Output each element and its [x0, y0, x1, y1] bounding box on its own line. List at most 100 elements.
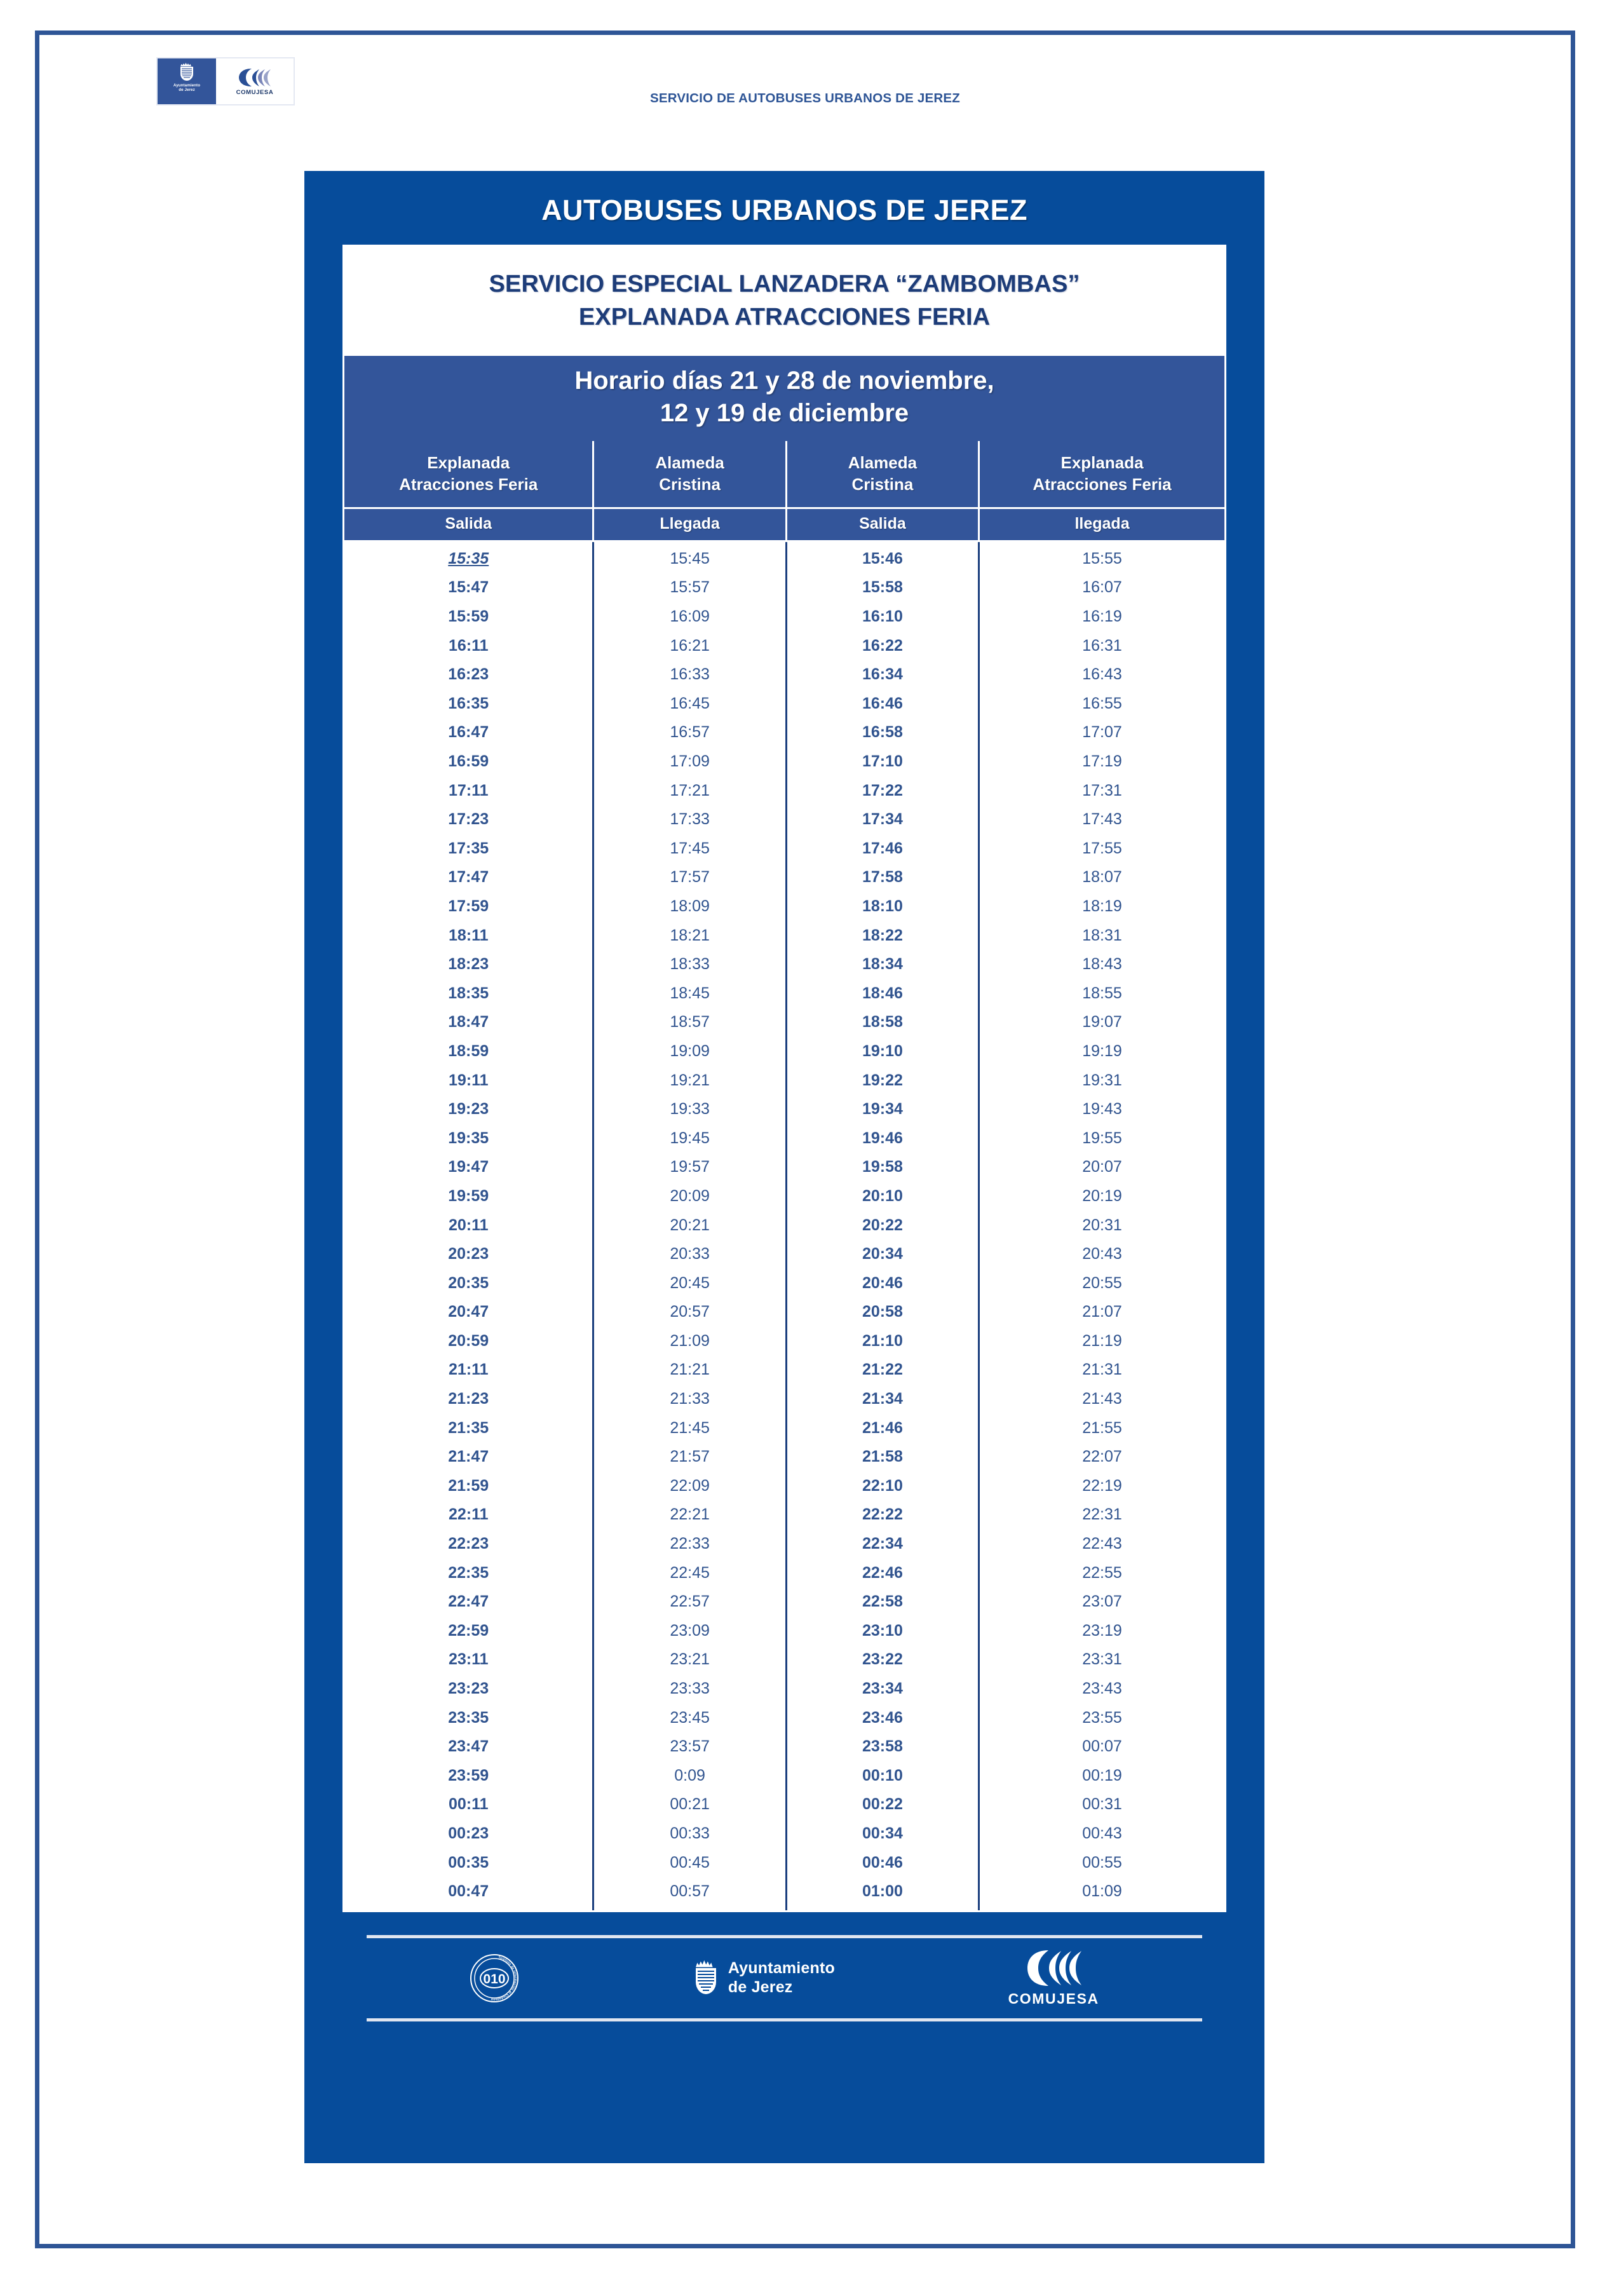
cell-arrival-explanada: 00:31 [1082, 1795, 1122, 1814]
cell-arrival-explanada: 16:55 [1082, 694, 1122, 712]
cell-arrival-alameda: 23:57 [593, 1732, 787, 1762]
cell-departure-explanada: 23:35 [344, 1703, 595, 1733]
cell-departure-explanada: 18:47 [344, 1008, 595, 1037]
cell-arrival-alameda: 21:21 [593, 1355, 787, 1385]
table-row: 22:35 22:45 22:46 22:55 [344, 1558, 1224, 1588]
cell-arrival-explanada: 23:55 [1082, 1708, 1122, 1727]
table-row: 21:11 21:21 21:22 21:31 [344, 1355, 1224, 1385]
cell-arrival-explanada: 16:31 [1082, 636, 1122, 655]
cell-arrival-alameda: 16:09 [593, 602, 787, 632]
cell-departure-alameda: 21:46 [786, 1413, 980, 1443]
timetable: Explanada Atracciones Feria Alameda Cris… [344, 441, 1224, 1910]
cell-departure-alameda: 00:22 [786, 1790, 980, 1819]
table-row: 23:23 23:33 23:34 23:43 [344, 1674, 1224, 1704]
ayuntamiento-logo-block: Ayuntamiento de Jerez [158, 58, 216, 104]
cell-arrival-explanada: 21:55 [1082, 1418, 1122, 1437]
table-row: 17:47 17:57 17:58 18:07 [344, 863, 1224, 892]
cell-arrival-alameda: 22:33 [593, 1530, 787, 1559]
ayuntamiento-logo-label: Ayuntamiento de Jerez [173, 83, 201, 93]
table-row: 23:11 23:21 23:22 23:31 [344, 1645, 1224, 1674]
table-row: 19:47 19:57 19:58 20:07 [344, 1153, 1224, 1182]
stop-header-line-1: Explanada [427, 453, 510, 473]
cell-arrival-explanada: 22:55 [1082, 1563, 1122, 1582]
cell-arrival-alameda: 20:45 [593, 1268, 787, 1298]
stop-header-line-2: Cristina [851, 475, 914, 494]
table-row: 15:59 16:09 16:10 16:19 [344, 602, 1224, 632]
cell-departure-alameda: 18:22 [786, 921, 980, 951]
table-row: 16:59 17:09 17:10 17:19 [344, 747, 1224, 777]
table-row: 16:47 16:57 16:58 17:07 [344, 718, 1224, 747]
cell-arrival-explanada: 20:55 [1082, 1274, 1122, 1292]
cell-departure-alameda: 15:46 [786, 541, 980, 574]
poster-title: AUTOBUSES URBANOS DE JEREZ [541, 194, 1027, 226]
cell-arrival-alameda: 22:57 [593, 1587, 787, 1617]
cell-departure-explanada: 20:59 [344, 1326, 595, 1356]
cell-arrival-explanada: 00:07 [1082, 1737, 1122, 1756]
stop-header-line-1: Alameda [655, 453, 724, 473]
cell-arrival-alameda: 17:21 [593, 776, 787, 806]
table-row: 00:47 00:57 01:00 01:09 [344, 1877, 1224, 1910]
table-row: 20:35 20:45 20:46 20:55 [344, 1268, 1224, 1298]
cell-arrival-alameda: 19:21 [593, 1066, 787, 1096]
cell-arrival-explanada: 20:31 [1082, 1216, 1122, 1234]
cell-departure-explanada: 00:35 [344, 1848, 595, 1878]
timetable-head: Explanada Atracciones Feria Alameda Cris… [344, 441, 1224, 542]
comujesa-footer-logo: COMUJESA [1008, 1948, 1099, 2007]
cell-departure-alameda: 16:58 [786, 718, 980, 747]
table-row: 21:47 21:57 21:58 22:07 [344, 1443, 1224, 1472]
cell-departure-explanada: 17:35 [344, 834, 595, 864]
cell-departure-alameda: 23:34 [786, 1674, 980, 1704]
cell-departure-explanada: 20:35 [344, 1268, 595, 1298]
cell-arrival-explanada: 21:19 [1082, 1331, 1122, 1350]
cell-arrival-alameda: 19:09 [593, 1036, 787, 1066]
cell-arrival-alameda: 23:09 [593, 1616, 787, 1646]
cell-departure-explanada: 17:11 [344, 776, 595, 806]
schedule-dates-line-1: Horario días 21 y 28 de noviembre, [574, 366, 994, 395]
cell-departure-alameda: 22:10 [786, 1471, 980, 1501]
cell-departure-explanada: 16:11 [344, 631, 595, 661]
table-row: 17:59 18:09 18:10 18:19 [344, 892, 1224, 921]
cell-departure-explanada: 20:23 [344, 1240, 595, 1269]
cell-departure-explanada: 00:23 [344, 1819, 595, 1849]
cell-departure-explanada: 20:47 [344, 1298, 595, 1327]
cell-arrival-alameda: 21:45 [593, 1413, 787, 1443]
cell-arrival-alameda: 15:45 [593, 541, 787, 574]
timetable-container: Explanada Atracciones Feria Alameda Cris… [342, 441, 1226, 1912]
table-row: 20:11 20:21 20:22 20:31 [344, 1211, 1224, 1240]
cell-departure-alameda: 21:22 [786, 1355, 980, 1385]
cell-departure-alameda: 20:46 [786, 1268, 980, 1298]
cell-arrival-explanada: 20:19 [1082, 1186, 1122, 1205]
table-row: 22:23 22:33 22:34 22:43 [344, 1530, 1224, 1559]
cell-departure-alameda: 18:58 [786, 1008, 980, 1037]
cell-departure-alameda: 23:10 [786, 1616, 980, 1646]
cell-arrival-explanada: 18:19 [1082, 897, 1122, 915]
cell-arrival-alameda: 16:57 [593, 718, 787, 747]
stop-header-line-2: Atracciones Feria [399, 475, 538, 494]
cell-departure-explanada: 21:23 [344, 1385, 595, 1414]
cell-departure-alameda: 16:34 [786, 660, 980, 689]
cell-departure-alameda: 17:34 [786, 805, 980, 834]
cell-arrival-explanada: 20:07 [1082, 1158, 1122, 1176]
stop-header-line-2: Cristina [659, 475, 721, 494]
cell-arrival-explanada: 19:31 [1082, 1071, 1122, 1089]
cell-departure-alameda: 22:22 [786, 1500, 980, 1530]
cell-departure-explanada: 21:35 [344, 1413, 595, 1443]
cell-departure-alameda: 21:58 [786, 1443, 980, 1472]
cell-arrival-alameda: 17:09 [593, 747, 787, 777]
cell-departure-explanada: 20:11 [344, 1211, 595, 1240]
cell-arrival-alameda: 20:33 [593, 1240, 787, 1269]
cell-arrival-alameda: 21:09 [593, 1326, 787, 1356]
cell-departure-explanada: 22:11 [344, 1500, 595, 1530]
svg-text:010: 010 [484, 1972, 506, 1987]
table-row: 17:11 17:21 17:22 17:31 [344, 776, 1224, 806]
page-title: SERVICIO DE AUTOBUSES URBANOS DE JEREZ [650, 91, 960, 105]
cell-arrival-alameda: 00:57 [593, 1877, 787, 1910]
kind-header-salida-1: Salida [344, 508, 595, 542]
service-name-line-2: EXPLANADA ATRACCIONES FERIA [578, 304, 991, 331]
cell-departure-alameda: 22:46 [786, 1558, 980, 1588]
cell-departure-alameda: 21:34 [786, 1385, 980, 1414]
ayuntamiento-footer-logo: Ayuntamiento de Jerez [693, 1959, 835, 1998]
table-row: 23:59 0:09 00:10 00:19 [344, 1761, 1224, 1791]
cell-departure-explanada: 19:23 [344, 1095, 595, 1124]
cell-departure-alameda: 17:22 [786, 776, 980, 806]
